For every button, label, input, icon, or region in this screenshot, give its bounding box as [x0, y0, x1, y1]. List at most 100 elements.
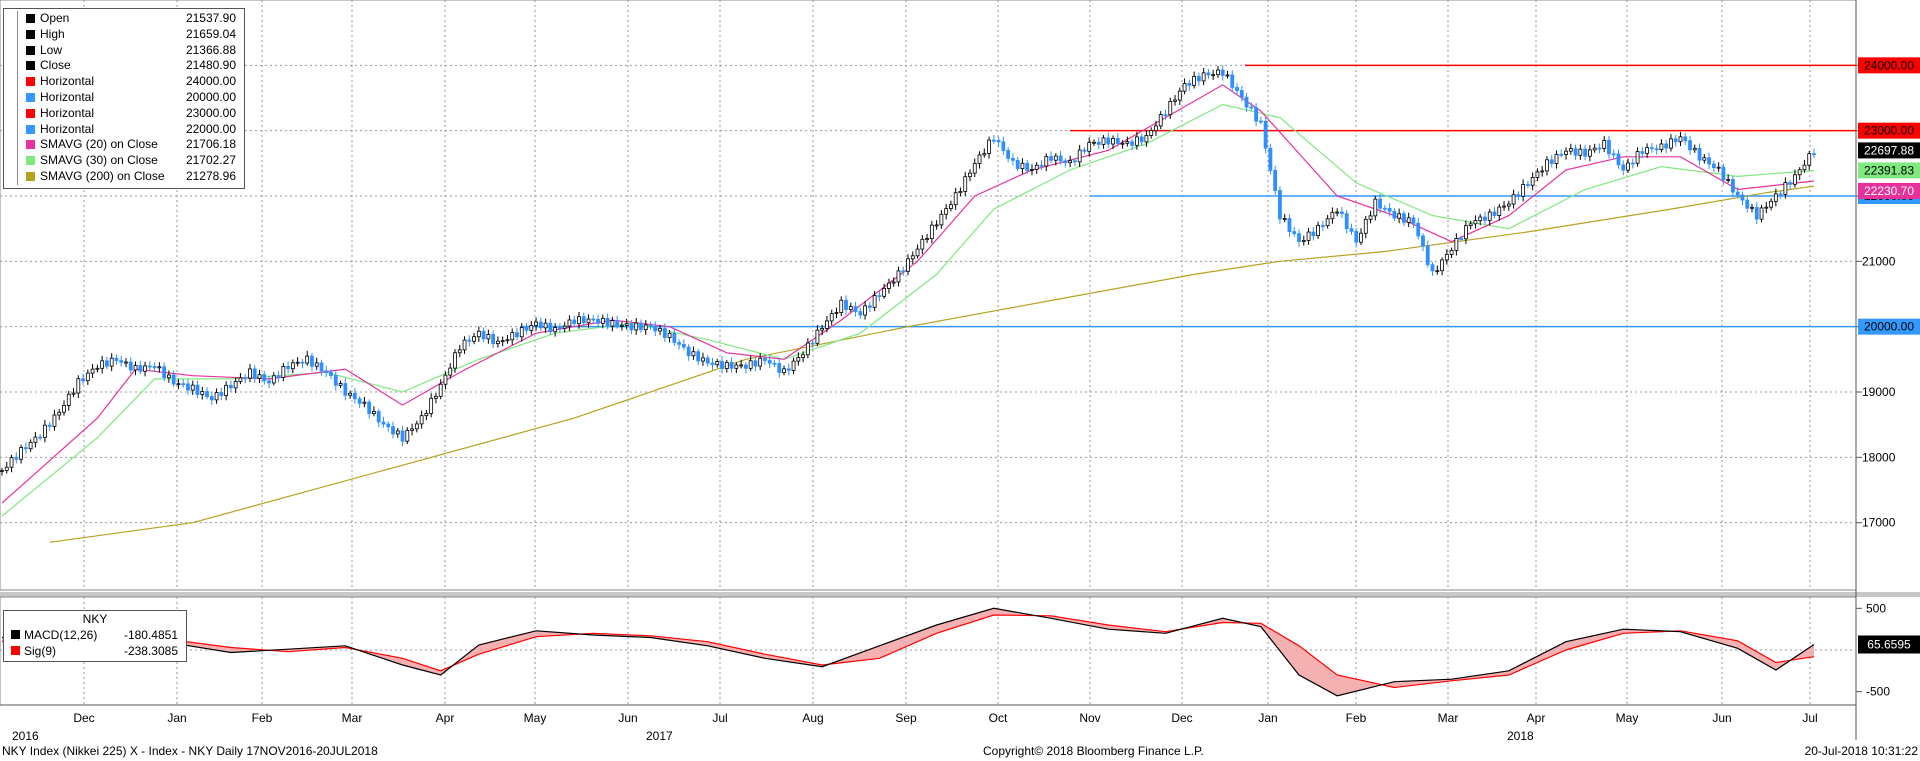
candle-body — [1645, 147, 1650, 154]
candle-body — [910, 255, 915, 260]
y-tick-label: 17000 — [1862, 516, 1896, 530]
candle-body — [720, 361, 724, 369]
candle-body — [605, 317, 610, 327]
candle-body — [591, 318, 596, 321]
candle-body — [1273, 169, 1278, 191]
candle-body — [1125, 141, 1130, 144]
x-month-label: Mar — [342, 711, 363, 725]
candle-body — [796, 357, 801, 362]
legend-row: Horizontal 22000.00 — [8, 121, 240, 138]
legend-swatch — [26, 140, 35, 150]
candle-body — [1173, 99, 1177, 102]
candle-body — [195, 384, 200, 395]
horizontal-line-tag — [1858, 57, 1920, 74]
candle-body — [1134, 136, 1139, 146]
candle-body — [1154, 125, 1158, 132]
legend-swatch — [26, 156, 35, 166]
candle-body — [1316, 225, 1320, 236]
candle-body — [281, 365, 286, 378]
candle-body — [844, 299, 848, 310]
legend-label: Close — [40, 58, 71, 73]
candle-body — [1344, 213, 1349, 230]
candle-body — [581, 316, 586, 324]
legend-value: 21659.04 — [185, 26, 236, 41]
candle-body — [634, 322, 639, 331]
candle-body — [734, 364, 739, 369]
x-month-label: Jul — [712, 711, 727, 725]
legend-label: Horizontal — [40, 105, 95, 120]
candle-body — [1459, 238, 1464, 240]
candle-body — [748, 360, 753, 369]
candle-body — [324, 370, 329, 373]
candle-body — [681, 344, 686, 348]
candle-body — [1168, 100, 1173, 116]
candle-body — [162, 366, 167, 379]
macd-y-tick-label: 500 — [1866, 601, 1886, 615]
legend-value: 21702.27 — [185, 153, 236, 168]
candle-body — [209, 396, 214, 401]
x-year-label: 2018 — [1507, 729, 1534, 743]
candle-body — [124, 361, 128, 364]
candle-body — [1607, 140, 1611, 155]
candle-body — [338, 383, 343, 386]
candle-body — [739, 364, 744, 367]
candle-body — [610, 320, 615, 327]
candle-body — [1230, 74, 1235, 88]
candle-body — [453, 352, 457, 369]
candle-body — [996, 139, 1001, 143]
candle-body — [19, 447, 23, 460]
candle-body — [248, 368, 252, 379]
x-month-label: Dec — [1171, 711, 1192, 725]
candle-body — [410, 428, 414, 431]
candle-body — [1597, 147, 1602, 150]
legend-row: Horizontal 20000.00 — [8, 89, 240, 106]
candle-body — [1149, 130, 1154, 136]
candle-body — [820, 328, 825, 331]
candle-body — [1649, 147, 1654, 150]
legend-value: 20000.00 — [185, 89, 236, 104]
candle-body — [891, 281, 896, 284]
candle-body — [1101, 137, 1106, 145]
candle-body — [1058, 155, 1063, 162]
candle-body — [1793, 174, 1797, 185]
candle-body — [95, 367, 100, 370]
x-month-label: Feb — [252, 711, 273, 725]
candle-body — [400, 430, 405, 442]
candle-body — [1144, 135, 1149, 143]
legend-swatch — [26, 45, 35, 55]
candle-body — [934, 224, 939, 227]
candle-body — [1740, 194, 1745, 201]
candle-body — [777, 363, 782, 373]
candle-body — [1802, 164, 1807, 171]
candle-body — [1516, 194, 1521, 197]
candle-body — [629, 323, 634, 331]
candle-body — [157, 366, 162, 369]
candle-body — [944, 208, 949, 215]
candle-body — [152, 366, 157, 369]
candle-body — [1306, 231, 1311, 241]
candle-body — [1196, 76, 1201, 82]
candle-body — [648, 324, 653, 327]
candle-body — [171, 374, 176, 385]
macd-legend-row: MACD(12,26) -180.4851 — [8, 627, 182, 643]
legend-label: Open — [40, 11, 70, 25]
candle-body — [1764, 206, 1769, 209]
x-month-label: Jul — [1802, 711, 1817, 725]
candle-body — [1034, 164, 1039, 170]
candle-body — [915, 248, 920, 257]
candle-body — [1163, 114, 1168, 116]
candle-body — [586, 318, 591, 324]
candle-body — [147, 365, 152, 368]
x-month-label: Apr — [1527, 711, 1546, 725]
candle-body — [1554, 153, 1559, 164]
candle-body — [987, 139, 991, 154]
candle-body — [376, 411, 381, 423]
candle-body — [1778, 193, 1783, 196]
legend-value: 24000.00 — [185, 74, 236, 89]
legend-value: 21480.90 — [185, 58, 236, 73]
candle-body — [457, 349, 462, 354]
candle-body — [1497, 206, 1502, 216]
legend-tree-line — [17, 11, 18, 27]
candle-body — [691, 351, 696, 357]
candle-body — [1087, 142, 1092, 152]
